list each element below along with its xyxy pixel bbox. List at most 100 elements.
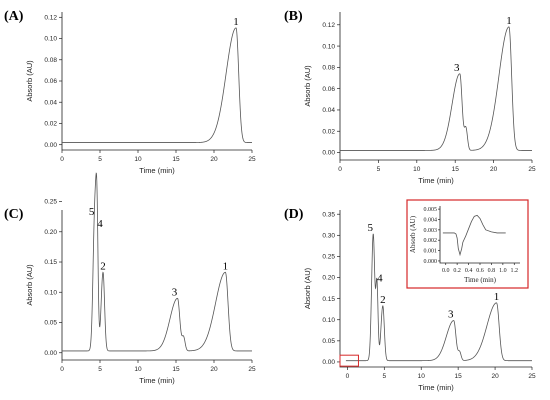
- y-tick-label: 0.10: [322, 317, 335, 324]
- zoom-region-box: [339, 354, 359, 367]
- y-tick-label: 0.05: [322, 338, 335, 345]
- panel-letter: (A): [4, 9, 24, 24]
- peak-label-1: 1: [233, 16, 239, 28]
- y-axis-label: Absorb (AU): [303, 267, 312, 309]
- chart-panel-2: (B) 0 5 10 15 20 25 0.00 0.02 0.04 0.06 0.08 0.10 0.1…: [284, 9, 536, 185]
- x-tick-label: 5: [98, 156, 102, 163]
- inset-chart: 0.0 0.2 0.4 0.6 0.8 1.0 1.2 0.000 0.001 0.002 0.00…: [406, 199, 529, 289]
- chart-panel-1: (A) 0 5 10 15 20 25 0.00 0.02 0.04 0.06 0.08 0.10 0.1…: [4, 9, 256, 175]
- x-axis-label: Time (min): [139, 166, 175, 175]
- inset-y-tick-label: 0.005: [424, 207, 438, 213]
- x-axis-label: Time (min): [418, 176, 454, 185]
- inset-x-tick-label: 0.6: [476, 268, 484, 274]
- panel-letter: (C): [4, 207, 24, 222]
- y-tick-label: 0.10: [44, 36, 57, 43]
- y-tick-label: 0.00: [44, 142, 57, 149]
- y-tick-label: 0.05: [44, 320, 57, 327]
- y-tick-label: 0.04: [322, 107, 335, 114]
- y-tick-label: 0.20: [322, 275, 335, 282]
- x-tick-label: 10: [134, 366, 142, 373]
- panel-letter: (B): [284, 9, 303, 24]
- y-axis-label: Absorb (AU): [25, 60, 34, 102]
- y-tick-label: 0.06: [322, 86, 335, 93]
- x-tick-label: 20: [491, 373, 499, 380]
- chart-panel-3: (C)0 5 10 15 20 250.000.050.100.150.200.25Tim…: [4, 172, 256, 385]
- x-tick-label: 10: [418, 373, 426, 380]
- chart-panel-4: (D)0 5 10 15 20 250.000.050.100.150.200.250.3…: [284, 199, 536, 392]
- y-tick-label: 0.25: [44, 199, 57, 206]
- x-axis-label: Time (min): [139, 376, 175, 385]
- x-tick-label: 25: [528, 166, 536, 173]
- x-tick-label: 15: [455, 373, 463, 380]
- x-tick-label: 0: [60, 156, 64, 163]
- x-tick-label: 5: [377, 166, 381, 173]
- y-tick-label: 0.30: [322, 233, 335, 240]
- peak-label-4: 4: [97, 218, 103, 230]
- inset-y-tick-label: 0.000: [424, 259, 438, 265]
- inset-y-axis-label: Absorb (AU): [409, 215, 417, 253]
- inset-x-tick-label: 0.4: [465, 268, 473, 274]
- peak-label-5: 5: [367, 222, 373, 234]
- y-tick-label: 0.15: [322, 296, 335, 303]
- peak-label-3: 3: [454, 62, 460, 74]
- peak-label-3: 3: [448, 309, 454, 321]
- y-tick-label: 0.35: [322, 211, 335, 218]
- peak-label-4: 4: [377, 273, 383, 285]
- axes-frame: [339, 12, 532, 161]
- x-tick-label: 0: [60, 366, 64, 373]
- y-axis-label: Absorb (AU): [25, 264, 34, 306]
- x-tick-label: 15: [172, 366, 180, 373]
- y-tick-label: 0.04: [44, 99, 57, 106]
- y-tick-label: 0.00: [322, 150, 335, 157]
- peak-label-2: 2: [380, 294, 386, 306]
- x-tick-label: 10: [413, 166, 421, 173]
- x-tick-label: 5: [382, 373, 386, 380]
- peak-label-1: 1: [223, 260, 229, 272]
- x-tick-label: 20: [490, 166, 498, 173]
- x-tick-label: 15: [452, 166, 460, 173]
- inset-y-tick-label: 0.004: [424, 217, 438, 223]
- x-tick-label: 15: [172, 156, 180, 163]
- peak-label-5: 5: [89, 206, 95, 218]
- y-tick-label: 0.25: [322, 254, 335, 261]
- y-tick-label: 0.02: [322, 128, 335, 135]
- axes-frame: [61, 12, 252, 151]
- x-tick-label: 20: [210, 156, 218, 163]
- y-tick-label: 0.06: [44, 78, 57, 85]
- inset-y-tick-label: 0.003: [424, 228, 438, 234]
- x-tick-label: 25: [528, 373, 536, 380]
- peak-label-3: 3: [172, 286, 178, 298]
- y-tick-label: 0.20: [44, 229, 57, 236]
- y-tick-label: 0.08: [44, 57, 57, 64]
- x-tick-label: 20: [210, 366, 218, 373]
- chromatogram-trace: [62, 27, 252, 143]
- x-tick-label: 25: [248, 156, 256, 163]
- y-tick-label: 0.10: [322, 43, 335, 50]
- y-tick-label: 0.00: [322, 359, 335, 366]
- y-tick-label: 0.12: [44, 15, 57, 22]
- y-tick-label: 0.10: [44, 289, 57, 296]
- x-tick-label: 25: [248, 366, 256, 373]
- x-axis-label: Time (min): [418, 383, 454, 392]
- chromatogram-trace: [62, 172, 252, 352]
- axes-frame: [339, 210, 532, 368]
- inset-x-tick-label: 1.0: [499, 268, 507, 274]
- inset-x-tick-label: 1.2: [511, 268, 519, 274]
- inset-y-tick-label: 0.002: [424, 238, 438, 244]
- axes-frame: [61, 210, 252, 361]
- inset-y-tick-label: 0.001: [424, 249, 438, 255]
- y-tick-label: 0.08: [322, 65, 335, 72]
- peak-label-2: 2: [100, 260, 106, 272]
- inset-x-axis-label: Time (min): [464, 276, 496, 284]
- x-tick-label: 10: [134, 156, 142, 163]
- inset-border: [406, 199, 529, 289]
- inset-x-tick-label: 0.0: [442, 268, 450, 274]
- inset-x-tick-label: 0.2: [453, 268, 461, 274]
- y-tick-label: 0.00: [44, 350, 57, 357]
- x-tick-label: 0: [346, 373, 350, 380]
- peak-label-1: 1: [506, 15, 512, 27]
- x-tick-label: 5: [98, 366, 102, 373]
- y-tick-label: 0.15: [44, 259, 57, 266]
- peak-label-1: 1: [494, 291, 500, 303]
